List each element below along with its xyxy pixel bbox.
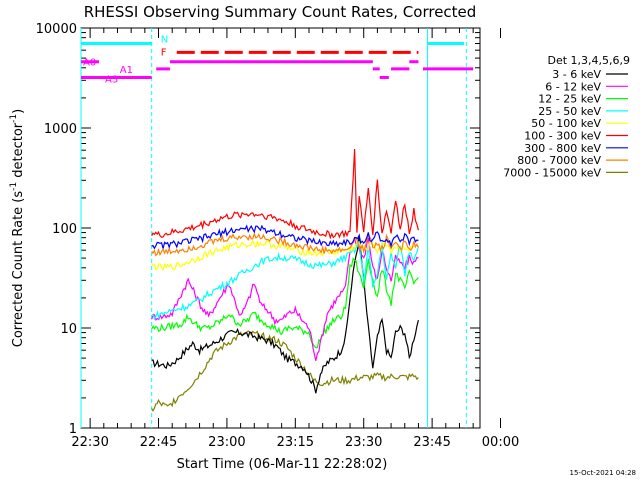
x-tick-label-0: 22:30 <box>71 435 108 450</box>
series-line-5 <box>151 148 419 240</box>
series-line-0 <box>151 235 419 394</box>
y-axis-label-end: ) <box>11 109 26 114</box>
y-tick-label-2: 100 <box>52 222 77 237</box>
y-axis-label-sup1: -1 <box>9 182 19 191</box>
legend-label-8: 7000 - 15000 keV <box>503 166 601 179</box>
y-tick-label-0: 1 <box>69 422 77 437</box>
svg-text:Corrected Count Rate (s-1 dete: Corrected Count Rate (s-1 detector-1) <box>9 109 26 347</box>
series-lines <box>151 148 419 413</box>
y-axis-label-main: Corrected Count Rate (s <box>11 191 26 348</box>
plot-frame <box>80 27 481 429</box>
plot-area: 1 10 100 1000 10000 22:30 22:45 23:00 23:15 23:30… <box>36 22 520 450</box>
series-line-8 <box>151 330 419 413</box>
series-line-6 <box>151 224 419 250</box>
y-tick-label-1: 10 <box>60 322 77 337</box>
y-axis-label: Corrected Count Rate (s-1 detector-1) <box>9 109 26 347</box>
x-tick-label-6: 00:00 <box>482 435 519 450</box>
y-tick-label-4: 10000 <box>36 22 77 37</box>
x-tick-label-2: 23:00 <box>208 435 245 450</box>
x-tick-label-1: 22:45 <box>140 435 177 450</box>
series-line-3 <box>151 240 419 321</box>
legend-label-0: 3 - 6 keV <box>552 68 601 81</box>
attenuator-label-2: A3 <box>105 74 118 85</box>
y-axis-label-sup2: -1 <box>9 114 19 123</box>
series-line-7 <box>151 231 419 257</box>
legend-label-5: 100 - 300 keV <box>524 130 601 143</box>
legend-label-7: 800 - 7000 keV <box>517 154 601 167</box>
x-axis-label: Start Time (06-Mar-11 22:28:02) <box>177 457 388 472</box>
y-axis-label-mid: detector <box>11 122 26 182</box>
attenuator-label-1: A1 <box>120 65 133 76</box>
attenuator-label-4: N <box>161 34 168 45</box>
x-tick-label-3: 23:15 <box>277 435 314 450</box>
legend-label-2: 12 - 25 keV <box>538 93 601 106</box>
x-tick-label-4: 23:30 <box>345 435 382 450</box>
x-tick-label-5: 23:45 <box>413 435 450 450</box>
legend-label-3: 25 - 50 keV <box>538 105 601 118</box>
series-line-4 <box>151 239 419 272</box>
footer-date: 15-Oct-2021 04:28 <box>570 469 636 477</box>
legend-label-1: 6 - 12 keV <box>545 80 601 93</box>
attenuator-label-0: A0 <box>83 58 96 69</box>
chart-title: RHESSI Observing Summary Count Rates, Co… <box>84 3 477 21</box>
y-tick-label-3: 1000 <box>44 122 77 137</box>
legend-label-6: 300 - 800 keV <box>524 142 601 155</box>
legend-label-4: 50 - 100 keV <box>531 117 601 130</box>
attenuator-label-3: F <box>161 47 167 58</box>
legend-title: Det 1,3,4,5,6,9 <box>547 54 630 67</box>
